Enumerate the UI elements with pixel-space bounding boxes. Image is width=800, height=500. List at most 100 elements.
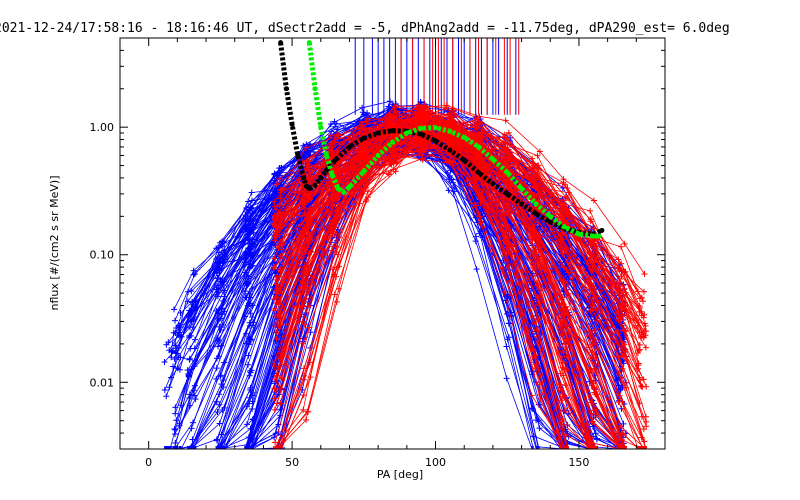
blue-profile-marker bbox=[163, 446, 170, 449]
blue-profile-marker bbox=[186, 356, 193, 363]
red-profile-marker bbox=[563, 336, 570, 343]
blue-profile-marker bbox=[504, 336, 511, 343]
red-profile-marker bbox=[589, 283, 596, 290]
red-profile-marker bbox=[277, 400, 284, 407]
blue-profile-marker bbox=[176, 446, 183, 449]
red-profile-marker bbox=[563, 266, 570, 273]
red-profile-marker bbox=[587, 446, 594, 449]
red-profile-marker bbox=[362, 175, 369, 182]
black-fit-point bbox=[306, 186, 312, 192]
blue-profile-marker bbox=[220, 321, 227, 328]
blue-profile-marker bbox=[173, 325, 180, 332]
blue-profile-marker bbox=[503, 375, 510, 382]
red-profile-marker bbox=[500, 141, 507, 148]
red-profile-marker bbox=[277, 253, 284, 260]
blue-profile-marker bbox=[161, 446, 168, 449]
blue-profile-marker bbox=[161, 387, 168, 394]
red-profile-marker bbox=[592, 242, 599, 249]
blue-profile-marker bbox=[445, 187, 452, 194]
red-profile-marker bbox=[328, 147, 335, 154]
red-profile-marker bbox=[418, 145, 425, 152]
red-profile-marker bbox=[591, 327, 598, 334]
blue-profile-marker bbox=[171, 306, 178, 313]
red-profile-marker bbox=[635, 360, 642, 367]
red-profile-marker bbox=[534, 341, 541, 348]
blue-profile-marker bbox=[216, 401, 223, 408]
red-profile-marker bbox=[534, 152, 541, 159]
blue-profile-marker bbox=[214, 289, 221, 296]
blue-profile-marker bbox=[479, 212, 486, 219]
blue-profile-marker bbox=[243, 252, 250, 259]
red-profile-marker bbox=[590, 197, 597, 204]
black-fit-point bbox=[447, 147, 453, 153]
red-profile-marker bbox=[500, 157, 507, 164]
green-fit-point bbox=[312, 86, 318, 92]
green-fit-point bbox=[404, 130, 410, 136]
green-fit-point bbox=[596, 233, 602, 239]
red-profile-marker bbox=[641, 446, 648, 449]
red-profile-marker bbox=[500, 195, 507, 202]
red-profile-marker bbox=[476, 213, 483, 220]
green-fit-point bbox=[318, 124, 324, 130]
black-fit-point bbox=[278, 40, 284, 46]
blue-profile-marker bbox=[214, 409, 221, 416]
red-profile-marker bbox=[619, 430, 626, 437]
red-profile-marker bbox=[274, 319, 281, 326]
x-axis-label: PA [deg] bbox=[377, 468, 423, 481]
blue-profile-marker bbox=[530, 433, 537, 440]
blue-profile-marker bbox=[218, 381, 225, 388]
red-profile-marker bbox=[636, 346, 643, 353]
red-profile-marker bbox=[445, 112, 452, 119]
blue-profile-marker bbox=[184, 367, 191, 374]
blue-profile-marker bbox=[246, 322, 253, 329]
red-profile-marker bbox=[558, 387, 565, 394]
red-profile-marker bbox=[272, 294, 279, 301]
red-profile-marker bbox=[273, 335, 280, 342]
blue-profile-marker bbox=[273, 175, 280, 182]
red-profile-marker bbox=[641, 320, 648, 327]
red-profile-marker bbox=[300, 365, 307, 372]
red-profile-marker bbox=[335, 263, 342, 270]
red-profile-marker bbox=[477, 220, 484, 227]
black-fit-point bbox=[504, 191, 510, 197]
red-profile-marker bbox=[592, 446, 599, 449]
red-profile-marker bbox=[528, 214, 535, 221]
blue-profile-marker bbox=[164, 446, 171, 449]
axis-layer: 0 50 100 150 0.01 0.10 1.00 bbox=[90, 37, 666, 469]
blue-profile-marker bbox=[250, 209, 257, 216]
red-profile-marker bbox=[622, 307, 629, 314]
blue-profile-marker bbox=[241, 446, 248, 449]
blue-profile-marker bbox=[215, 336, 222, 343]
red-profile-marker bbox=[643, 418, 650, 425]
red-profile-marker bbox=[276, 266, 283, 273]
red-profile-marker bbox=[385, 171, 392, 178]
green-fit-point bbox=[490, 156, 496, 162]
green-fit-point bbox=[324, 152, 330, 158]
red-profile-line bbox=[277, 126, 645, 449]
x-tick-label: 100 bbox=[425, 456, 446, 469]
x-tick-label: 0 bbox=[145, 456, 152, 469]
green-fit-point bbox=[447, 128, 453, 134]
blue-profile-marker bbox=[528, 405, 535, 412]
blue-profile-marker bbox=[245, 352, 252, 359]
red-profile-marker bbox=[271, 216, 278, 223]
blue-profile-marker bbox=[535, 446, 542, 449]
red-profile-marker bbox=[271, 203, 278, 210]
blue-profile-marker bbox=[248, 189, 255, 196]
red-profile-marker bbox=[506, 224, 513, 231]
red-profile-marker bbox=[535, 282, 542, 289]
black-fit-point bbox=[533, 211, 539, 217]
red-profile-marker bbox=[307, 207, 314, 214]
red-profile-marker bbox=[531, 192, 538, 199]
red-profile-marker bbox=[334, 135, 341, 142]
blue-profile-marker bbox=[168, 348, 175, 355]
red-profile-marker bbox=[327, 225, 334, 232]
red-profile-line bbox=[279, 119, 640, 379]
red-profile-marker bbox=[303, 416, 310, 423]
red-profile-marker bbox=[618, 446, 625, 449]
red-profile-marker bbox=[617, 446, 624, 449]
red-profile-marker bbox=[388, 134, 395, 141]
red-profile-marker bbox=[638, 333, 645, 340]
red-profile-marker bbox=[364, 188, 371, 195]
